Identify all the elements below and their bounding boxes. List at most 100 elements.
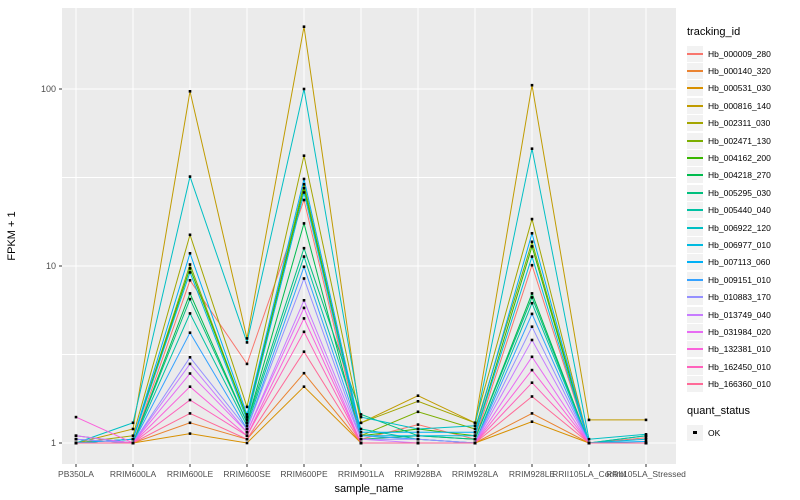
data-point [188, 421, 192, 425]
data-point [359, 427, 363, 431]
data-point [188, 252, 192, 255]
legend-entry-label: Hb_004162_200 [708, 153, 771, 164]
legend-entry-Hb_010883_170: Hb_010883_170 [687, 288, 799, 306]
legend-entry-ok: OK [687, 424, 799, 441]
legend-key-box [687, 323, 703, 340]
legend-key-box [687, 80, 703, 97]
data-point [245, 437, 249, 441]
data-point [644, 441, 648, 445]
data-point [188, 279, 192, 282]
data-point [416, 441, 420, 445]
legend-key-line-icon [687, 87, 703, 90]
legend-panel: tracking_id Hb_000009_280 Hb_000140_320 Hb… [687, 26, 799, 441]
legend-key-line-icon [687, 296, 703, 299]
legend-title-quant-status: quant_status [687, 404, 750, 417]
data-point [416, 437, 420, 441]
data-point [74, 437, 78, 441]
quant-status-legend: quant_status OK [687, 405, 799, 441]
data-point [131, 421, 135, 425]
data-point [245, 418, 249, 422]
data-point [302, 154, 306, 157]
data-point [416, 394, 420, 397]
data-point [245, 421, 249, 425]
data-point [644, 418, 648, 422]
data-point [188, 233, 192, 237]
data-points [74, 25, 648, 445]
data-point [245, 362, 249, 366]
legend-key-line-icon [687, 157, 703, 160]
data-point [188, 331, 192, 334]
data-point [188, 312, 192, 315]
legend-entry-label: Hb_031984_020 [708, 326, 771, 337]
x-tick-label: RRIM600LA [110, 469, 157, 479]
legend-key-line-icon [687, 209, 703, 212]
y-tick-label: 10 [46, 261, 56, 271]
data-point [530, 301, 534, 305]
data-point [302, 222, 306, 225]
data-point [188, 90, 192, 93]
legend-key-line-icon [687, 104, 703, 107]
legend-key-box [687, 376, 703, 393]
data-point [188, 267, 192, 270]
legend-key-line-icon [687, 52, 703, 55]
data-point [188, 385, 192, 388]
data-point [644, 440, 648, 443]
data-point [245, 441, 249, 445]
data-point [302, 246, 306, 250]
data-point [302, 350, 306, 353]
legend-entry-label: Hb_000009_280 [708, 48, 771, 59]
data-point [530, 292, 534, 295]
x-tick-label: RRIM928BA [394, 469, 442, 479]
legend-entry-label: Hb_010883_170 [708, 292, 771, 303]
legend-key-line-icon [687, 122, 703, 125]
data-point [473, 437, 477, 441]
legend-entry-Hb_166360_010: Hb_166360_010 [687, 375, 799, 393]
legend-entry-label: Hb_005440_040 [708, 205, 771, 216]
data-point [416, 427, 420, 431]
data-point [473, 434, 477, 437]
data-point [473, 424, 477, 428]
x-tick-label: RRIM600PE [280, 469, 328, 479]
legend-entry-Hb_006922_120: Hb_006922_120 [687, 219, 799, 236]
legend-entry-Hb_005295_030: Hb_005295_030 [687, 184, 799, 201]
data-point [188, 297, 192, 301]
legend-key-line-icon [687, 348, 703, 351]
data-point [359, 413, 363, 416]
data-point [530, 355, 534, 359]
legend-key-box [687, 306, 703, 323]
legend-entry-label: Hb_000531_030 [708, 83, 771, 94]
legend-entry-Hb_000531_030: Hb_000531_030 [687, 80, 799, 97]
data-point [188, 271, 192, 274]
legend-entry-label: OK [708, 427, 721, 438]
legend-key-box [687, 167, 703, 184]
x-tick-label: RRIM901LA [338, 469, 385, 479]
data-point [416, 431, 420, 434]
legend-entry-Hb_006977_010: Hb_006977_010 [687, 236, 799, 253]
data-point [644, 437, 648, 441]
legend-key-line-icon [687, 226, 703, 229]
data-point [302, 317, 306, 320]
legend-entry-label: Hb_007113_060 [708, 257, 771, 268]
data-point [530, 420, 534, 423]
legend-key-box [687, 150, 703, 167]
data-point [245, 427, 249, 431]
data-point [359, 431, 363, 434]
data-point [644, 433, 648, 436]
legend-entry-Hb_002311_030: Hb_002311_030 [687, 115, 799, 132]
data-point [530, 312, 534, 316]
legend-entry-Hb_132381_010: Hb_132381_010 [687, 341, 799, 358]
data-point [245, 415, 249, 419]
data-point [74, 434, 78, 437]
data-point [302, 198, 306, 202]
legend-entry-Hb_013749_040: Hb_013749_040 [687, 306, 799, 323]
legend-entry-label: Hb_006922_120 [708, 222, 771, 233]
legend-title-tracking-id: tracking_id [687, 26, 741, 38]
legend-key-box [687, 219, 703, 236]
data-point [416, 434, 420, 437]
data-point [302, 265, 306, 269]
axes: PB350LA RRIM600LA RRIM600LE RRIM600SE RRIM60… [41, 84, 686, 479]
data-point [530, 381, 534, 384]
legend-key-box [687, 424, 703, 441]
legend-key-line-icon [687, 365, 703, 368]
ok-point-icon [693, 430, 697, 435]
